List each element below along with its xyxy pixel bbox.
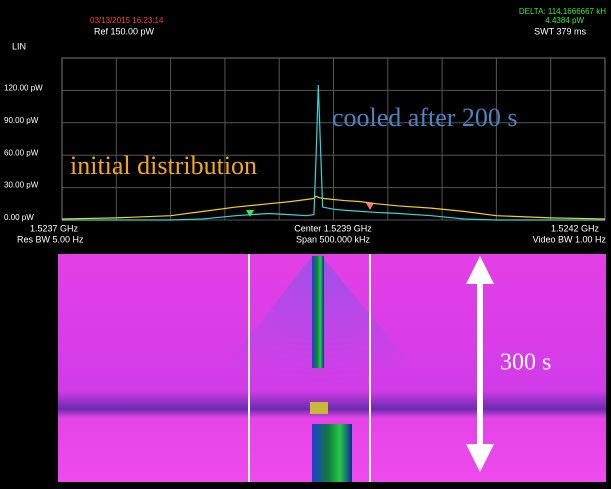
- y-tick-label: 60.00 pW: [4, 148, 39, 157]
- waterfall: 300 s: [58, 254, 606, 482]
- waterfall-stripe-late: [312, 424, 352, 482]
- delta-frequency: DELTA: 114.1666667 kH: [519, 7, 606, 16]
- trace: [61, 195, 606, 220]
- reference-level: Ref 150.00 pW: [94, 26, 155, 36]
- annotation: initial distribution: [70, 151, 257, 180]
- waterfall-transition: [310, 402, 328, 414]
- res-bw: Res BW 5.00 Hz: [17, 234, 84, 244]
- waterfall-stripe: [312, 256, 324, 368]
- y-tick-label: 0.00 pW: [4, 213, 34, 222]
- scale-mode: LIN: [12, 41, 26, 51]
- duration-label: 300 s: [500, 350, 551, 376]
- y-tick-label: 30.00 pW: [4, 181, 39, 190]
- marker-triangle: [246, 210, 254, 217]
- x-right-label: 1.5242 GHz: [551, 223, 600, 233]
- annotation: cooled after 200 s: [332, 103, 518, 132]
- marker-triangle: [366, 203, 374, 210]
- y-tick-label: 120.00 pW: [4, 84, 43, 93]
- trace: [62, 84, 605, 221]
- video-bw: Video BW 1.00 Hz: [533, 234, 607, 244]
- sweep-time: SWT 379 ms: [534, 26, 586, 36]
- delta-level: 4.4384 pW: [545, 16, 584, 25]
- y-tick-label: 90.00 pW: [4, 116, 39, 125]
- arrow-head: [466, 256, 494, 284]
- arrow-head: [466, 444, 494, 472]
- span: Span 500.000 kHz: [296, 234, 371, 244]
- spectrum-plot: 0.00 pW 30.00 pW 60.00 pW 90.00 pW 120.00 pW…: [4, 57, 606, 222]
- timestamp: 03/13/2015 16:23:14: [90, 16, 164, 25]
- x-center-label: Center 1.5239 GHz: [294, 223, 372, 233]
- x-left-label: 1.5237 GHz: [30, 223, 79, 233]
